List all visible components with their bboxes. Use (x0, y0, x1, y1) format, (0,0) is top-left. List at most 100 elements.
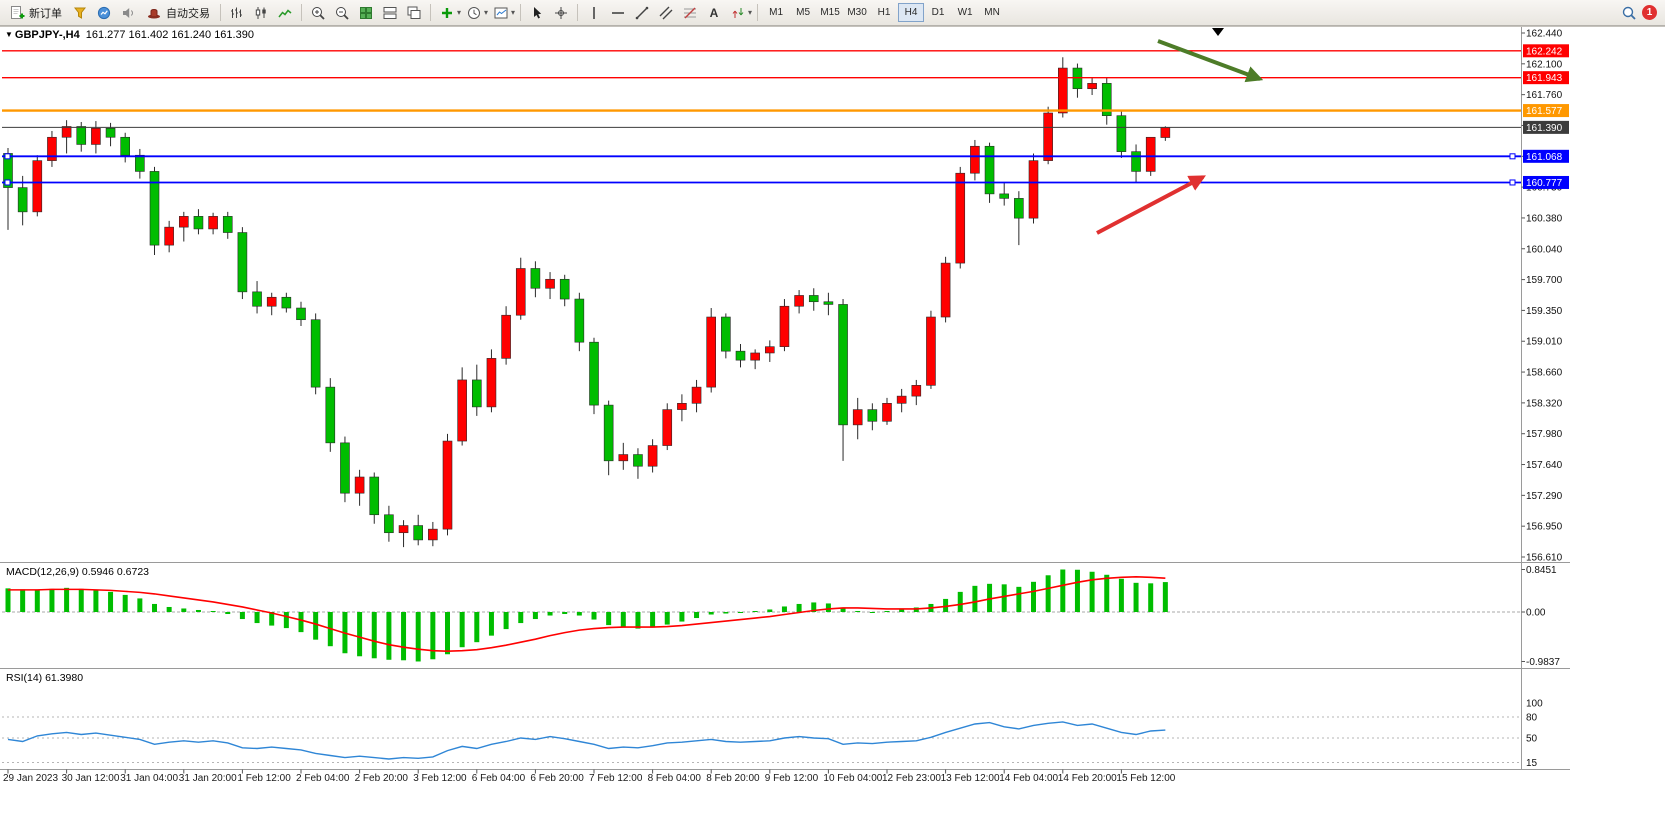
charts-list-icon[interactable] (93, 3, 115, 23)
arrange-windows-icon[interactable] (379, 3, 401, 23)
arrow-marks-icon[interactable] (727, 3, 749, 23)
candle-body (76, 126, 87, 145)
macd-bar (723, 612, 729, 614)
candle-body (794, 295, 804, 307)
candle-body (149, 171, 160, 246)
macd-bar (547, 612, 553, 616)
trendline-icon[interactable] (631, 3, 653, 23)
timeframe-h4[interactable]: H4 (898, 3, 925, 22)
macd-bar (796, 603, 802, 612)
candle-body (970, 145, 980, 174)
cascade-windows-icon[interactable] (403, 3, 425, 23)
candle-body (442, 440, 453, 530)
timeframe-m1[interactable]: M1 (769, 7, 784, 18)
candle-body (325, 386, 336, 444)
notification-badge[interactable]: 1 (1642, 5, 1657, 20)
macd-bar (430, 612, 436, 660)
candle-body (369, 476, 380, 516)
svg-text:80: 80 (1526, 713, 1538, 724)
timeframe-w1[interactable]: W1 (957, 7, 973, 18)
svg-text:12 Feb 23:00: 12 Feb 23:00 (882, 773, 941, 784)
timeframe-m5[interactable]: M5 (796, 7, 811, 18)
period-icon[interactable] (463, 3, 485, 23)
cursor-icon[interactable] (526, 3, 548, 23)
candle-body (559, 278, 570, 300)
macd-bar (93, 589, 99, 612)
svg-text:29 Jan 2023: 29 Jan 2023 (3, 773, 58, 784)
candle-body (1072, 67, 1083, 90)
svg-text:9 Feb 12:00: 9 Feb 12:00 (765, 773, 819, 784)
candle-body (471, 379, 482, 408)
candle-body (1145, 136, 1156, 172)
macd-bar (664, 612, 670, 625)
new-order-button[interactable]: 新订单 (4, 3, 67, 23)
candle-body (530, 268, 541, 289)
timeframe-m15[interactable]: M15 (820, 7, 840, 18)
one-click-trading-toggle-icon[interactable]: ▼ (5, 30, 13, 39)
template-icon[interactable] (490, 3, 512, 23)
chart-shift-marker[interactable] (1212, 28, 1224, 36)
zoom-in-icon[interactable] (307, 3, 329, 23)
toolbar-separator (757, 4, 759, 21)
candle-body (179, 216, 189, 228)
time-axis[interactable]: 29 Jan 2023 30 Jan 12:00 31 Jan 04:00 31 Ja… (3, 769, 1176, 785)
candle-body (208, 216, 218, 230)
macd-bar (64, 587, 70, 612)
zoom-out-icon[interactable] (331, 3, 353, 23)
macd-bar (532, 612, 538, 620)
vertical-line-icon[interactable] (583, 3, 605, 23)
macd-bar (987, 583, 993, 612)
candlestick-icon[interactable] (250, 3, 272, 23)
macd-bar (811, 602, 817, 612)
sound-icon[interactable] (117, 3, 139, 23)
timeframe-mn[interactable]: MN (984, 7, 1000, 18)
candle-body (398, 525, 409, 534)
channel-icon[interactable] (655, 3, 677, 23)
bar-chart-icon[interactable] (226, 3, 248, 23)
macd-bar (195, 609, 201, 612)
timeframe-h1[interactable]: H1 (877, 7, 891, 18)
svg-text:162.440: 162.440 (1526, 29, 1563, 40)
macd-bar (884, 610, 890, 612)
horizontal-lines[interactable]: 162.242 161.943 161.577 161.390 161.068 160.7… (2, 44, 1569, 189)
period-dropdown[interactable]: ▾ (484, 8, 489, 17)
svg-text:8 Feb 20:00: 8 Feb 20:00 (706, 773, 760, 784)
macd-bar (1148, 583, 1154, 612)
template-dropdown[interactable]: ▾ (511, 8, 516, 17)
timeframe-d1[interactable]: D1 (931, 7, 945, 18)
svg-text:157.980: 157.980 (1526, 429, 1563, 440)
line-handle (1509, 153, 1516, 160)
toolbar-separator (520, 4, 522, 21)
macd-bar (283, 612, 289, 629)
macd-bar (49, 588, 55, 612)
candle-body (237, 232, 248, 293)
add-indicator-icon[interactable] (436, 3, 458, 23)
add-indicator-dropdown[interactable]: ▾ (457, 8, 462, 17)
crosshair-icon[interactable] (550, 3, 572, 23)
tile-windows-icon[interactable] (355, 3, 377, 23)
text-icon[interactable]: A (703, 3, 725, 23)
candle-body (882, 403, 892, 422)
rsi-panel: 100 80 50 15 (2, 699, 1543, 769)
macd-bar (650, 612, 656, 628)
autotrading-button[interactable]: 自动交易 (141, 3, 215, 23)
macd-bar (108, 591, 114, 612)
timeframe-m30[interactable]: M30 (847, 7, 867, 18)
search-icon[interactable] (1618, 3, 1640, 23)
fibonacci-icon[interactable] (679, 3, 701, 23)
svg-text:160.380: 160.380 (1526, 213, 1563, 224)
macd-bar (488, 612, 494, 636)
candle-body (340, 442, 350, 494)
green-arrow (1157, 39, 1264, 83)
candle-body (266, 296, 277, 307)
annotation-arrows[interactable] (1096, 39, 1264, 235)
profiles-icon[interactable] (69, 3, 91, 23)
horizontal-line-icon[interactable] (607, 3, 629, 23)
svg-text:156.610: 156.610 (1526, 553, 1563, 564)
svg-text:30 Jan 12:00: 30 Jan 12:00 (62, 773, 120, 784)
line-chart-icon[interactable] (274, 3, 296, 23)
candle-body (647, 445, 658, 467)
arrow-marks-dropdown[interactable]: ▾ (748, 8, 753, 17)
macd-bar (386, 612, 392, 660)
